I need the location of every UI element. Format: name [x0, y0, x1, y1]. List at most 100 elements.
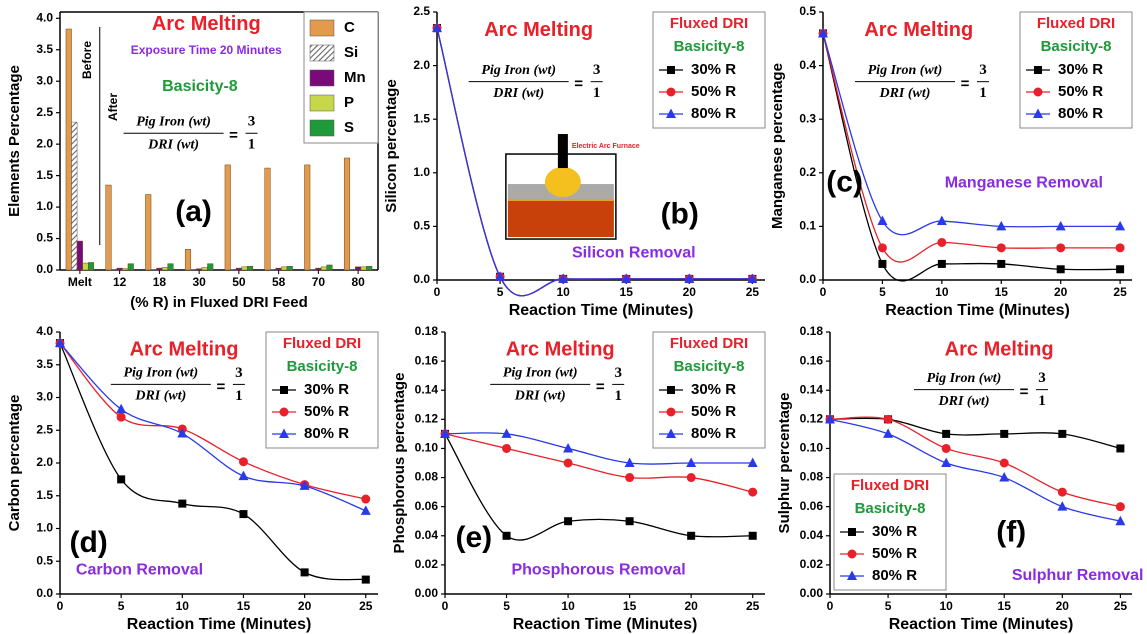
marker — [563, 458, 573, 468]
bar — [111, 269, 118, 271]
bar — [281, 266, 288, 271]
y-tick-label: 0.0 — [36, 262, 53, 276]
y-axis-label: Phosphorous percentage — [391, 373, 408, 554]
y-axis-label: Sulphur percentage — [776, 393, 793, 534]
marker — [361, 494, 371, 504]
legend-label: 80% R — [691, 105, 736, 122]
bar — [366, 265, 373, 271]
bar — [275, 267, 282, 271]
marker — [684, 273, 695, 283]
y-tick-label: 4.0 — [36, 10, 53, 24]
bar — [230, 269, 237, 271]
marker — [937, 259, 946, 268]
legend-label: 30% R — [691, 61, 736, 78]
panel-label: (c) — [826, 165, 863, 198]
panel-title: Arc Melting — [945, 339, 1054, 361]
marker — [116, 403, 127, 414]
formula-numerator: Pig Iron (wt) — [136, 114, 211, 129]
marker — [361, 575, 370, 584]
y-tick-label: 0.0 — [36, 586, 53, 600]
x-tick-label: 10 — [935, 285, 949, 299]
x-tick-label: 20 — [298, 599, 312, 613]
y-tick-label: 0.0 — [799, 272, 816, 286]
annotation: Phosphorous Removal — [511, 562, 685, 579]
x-tick-label: 10 — [176, 599, 190, 613]
formula-numerator: Pig Iron (wt) — [503, 366, 578, 381]
ratio-denominator: 1 — [979, 85, 987, 101]
bar — [343, 157, 351, 271]
bar — [264, 167, 271, 271]
y-tick-label: 3.0 — [36, 390, 53, 404]
x-tick-label: 0 — [57, 599, 64, 613]
formula-numerator: Pig Iron (wt) — [927, 371, 1002, 386]
x-tick-label: 80 — [351, 275, 365, 289]
marker — [239, 510, 248, 519]
y-tick-label: 1.0 — [36, 521, 53, 535]
legend-label: 50% R — [691, 83, 736, 100]
x-tick-label: 25 — [746, 285, 760, 299]
marker — [300, 568, 309, 577]
y-tick-label: 0.1 — [799, 219, 816, 233]
y-tick-label: 2.5 — [36, 422, 53, 436]
formula-denominator: DRI (wt) — [938, 394, 990, 409]
x-tick-label: 10 — [556, 285, 570, 299]
x-tick-label: 25 — [746, 599, 760, 613]
bar — [76, 240, 83, 271]
x-tick-label: 5 — [879, 285, 886, 299]
panel-label: (a) — [175, 195, 212, 228]
marker — [238, 470, 249, 481]
x-tick-label: 10 — [939, 599, 953, 613]
subtitle: Exposure Time 20 Minutes — [131, 43, 282, 57]
marker — [621, 273, 632, 283]
panel-title: Arc Melting — [506, 339, 615, 361]
legend-label: S — [344, 119, 354, 136]
marker — [1000, 429, 1009, 438]
y-tick-label: 0.14 — [800, 382, 824, 396]
legend-label: 30% R — [872, 523, 917, 540]
bar — [190, 269, 197, 271]
marker — [558, 273, 569, 283]
panel-label: (e) — [455, 521, 492, 554]
panel-label: (d) — [69, 526, 107, 559]
bar — [196, 268, 203, 271]
bar — [270, 269, 277, 271]
x-tick-label: 20 — [684, 599, 698, 613]
equals-sign: = — [1020, 384, 1029, 401]
marker — [748, 531, 757, 540]
legend-title: Fluxed DRI — [283, 335, 361, 352]
marker — [877, 243, 887, 253]
x-tick-label: 50 — [232, 275, 246, 289]
x-axis-label: Reaction Time (Minutes) — [885, 302, 1070, 319]
legend-marker — [848, 528, 856, 536]
legend-title: Fluxed DRI — [670, 15, 748, 32]
y-tick-label: 2.0 — [413, 58, 430, 72]
marker — [501, 428, 512, 438]
legend-label: 80% R — [872, 567, 917, 584]
legend-marker — [667, 66, 675, 74]
y-tick-label: 0.16 — [800, 353, 824, 367]
legend-swatch — [309, 19, 335, 37]
equals-sign: = — [596, 378, 605, 395]
x-tick-label: 5 — [503, 599, 510, 613]
formula-denominator: DRI (wt) — [514, 389, 566, 404]
formula-denominator: DRI (wt) — [147, 137, 199, 152]
ratio-numerator: 3 — [979, 62, 987, 78]
legend-label: Mn — [344, 69, 366, 86]
y-axis-label: Carbon percentage — [6, 395, 23, 532]
y-axis-label: Elements Percentage — [6, 65, 23, 217]
furnace-electrode — [557, 134, 568, 169]
ratio-denominator: 1 — [1038, 393, 1046, 409]
y-tick-label: 1.0 — [36, 199, 53, 213]
y-tick-label: 1.5 — [36, 168, 53, 182]
legend-label: 80% R — [691, 425, 736, 442]
y-tick-label: 0.12 — [415, 412, 439, 426]
marker — [117, 475, 126, 484]
marker — [1056, 243, 1066, 253]
marker — [624, 457, 635, 467]
formula-denominator: DRI (wt) — [134, 389, 186, 404]
y-tick-label: 2.0 — [36, 136, 53, 150]
ratio-denominator: 1 — [235, 388, 243, 404]
bar — [87, 262, 95, 271]
legend-marker — [666, 108, 676, 118]
bar — [320, 266, 327, 271]
